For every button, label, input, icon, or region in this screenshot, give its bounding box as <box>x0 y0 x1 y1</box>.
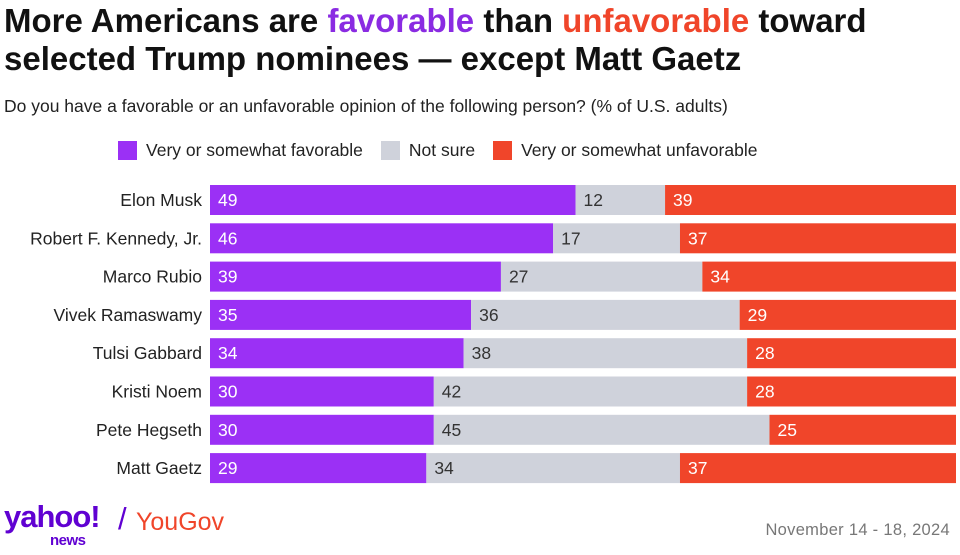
yahoo-news-yougov-logo: yahoo! news / YouGov <box>4 499 224 549</box>
value-label-unfavorable-pete-hegseth: 25 <box>778 420 797 440</box>
bar-favorable-elon-musk <box>210 185 576 215</box>
category-label-tulsi-gabbard: Tulsi Gabbard <box>93 343 202 363</box>
chart-subtitle: Do you have a favorable or an unfavorabl… <box>4 96 728 116</box>
title-part-3: toward selected Trump nominees — except … <box>4 2 867 77</box>
legend-item-favorable: Very or somewhat favorable <box>118 140 363 161</box>
value-label-unfavorable-robert-f-kennedy-jr: 37 <box>688 228 707 248</box>
bar-unfavorable-elon-musk <box>665 185 956 215</box>
title-unfavorable-word: unfavorable <box>562 2 750 39</box>
category-label-matt-gaetz: Matt Gaetz <box>116 458 202 478</box>
yahoo-wordmark: yahoo! <box>4 499 101 534</box>
value-label-favorable-tulsi-gabbard: 34 <box>218 343 238 363</box>
value-label-not-sure-matt-gaetz: 34 <box>434 458 454 478</box>
value-label-favorable-pete-hegseth: 30 <box>218 420 238 440</box>
value-label-not-sure-vivek-ramaswamy: 36 <box>479 305 498 325</box>
value-label-favorable-marco-rubio: 39 <box>218 267 237 287</box>
value-label-unfavorable-vivek-ramaswamy: 29 <box>748 305 767 325</box>
legend-item-not-sure: Not sure <box>380 140 476 161</box>
title-favorable-word: favorable <box>327 2 475 39</box>
legend-label-unfavorable: Very or somewhat unfavorable <box>521 140 758 160</box>
bar-unfavorable-robert-f-kennedy-jr <box>679 223 956 254</box>
value-label-favorable-matt-gaetz: 29 <box>218 458 237 478</box>
bar-unfavorable-matt-gaetz <box>679 453 956 484</box>
value-label-unfavorable-kristi-noem: 28 <box>755 382 774 402</box>
bar-not-sure-robert-f-kennedy-jr <box>553 223 680 254</box>
category-label-marco-rubio: Marco Rubio <box>103 267 202 287</box>
chart-title: More Americans are favorable than unfavo… <box>4 2 954 78</box>
yougov-wordmark: YouGov <box>136 508 225 536</box>
value-label-favorable-elon-musk: 49 <box>218 190 237 210</box>
value-label-unfavorable-tulsi-gabbard: 28 <box>755 343 774 363</box>
value-label-favorable-robert-f-kennedy-jr: 46 <box>218 228 237 248</box>
bar-not-sure-vivek-ramaswamy <box>471 299 740 330</box>
category-label-elon-musk: Elon Musk <box>120 190 202 210</box>
survey-date: November 14 - 18, 2024 <box>765 521 950 539</box>
legend-swatch-favorable <box>118 141 137 160</box>
bar-not-sure-kristi-noem <box>433 376 748 407</box>
category-label-pete-hegseth: Pete Hegseth <box>96 420 202 440</box>
legend-swatch-not-sure <box>380 141 400 160</box>
value-label-not-sure-kristi-noem: 42 <box>442 382 461 402</box>
value-label-not-sure-marco-rubio: 27 <box>509 267 528 287</box>
bar-favorable-kristi-noem <box>210 376 434 407</box>
bar-unfavorable-kristi-noem <box>747 376 956 407</box>
legend-label-favorable: Very or somewhat favorable <box>146 140 363 160</box>
value-label-not-sure-pete-hegseth: 45 <box>442 420 461 440</box>
bar-not-sure-matt-gaetz <box>426 453 680 484</box>
bar-favorable-robert-f-kennedy-jr <box>210 223 554 254</box>
bar-not-sure-pete-hegseth <box>433 414 770 445</box>
bar-favorable-tulsi-gabbard <box>210 338 464 369</box>
news-wordmark: news <box>50 532 86 549</box>
bar-unfavorable-pete-hegseth <box>769 414 956 445</box>
category-label-vivek-ramaswamy: Vivek Ramaswamy <box>54 305 203 325</box>
value-label-not-sure-tulsi-gabbard: 38 <box>472 343 491 363</box>
bar-favorable-marco-rubio <box>210 261 501 292</box>
bar-favorable-matt-gaetz <box>210 453 427 484</box>
logo-slash: / <box>118 501 127 536</box>
bar-not-sure-elon-musk <box>575 185 666 215</box>
title-part-2: than <box>474 2 563 39</box>
legend-item-unfavorable: Very or somewhat unfavorable <box>493 140 757 161</box>
chart-legend: Very or somewhat favorable Not sure Very… <box>118 140 775 161</box>
value-label-unfavorable-marco-rubio: 34 <box>710 267 730 287</box>
bar-favorable-pete-hegseth <box>210 414 434 445</box>
bar-not-sure-marco-rubio <box>500 261 703 292</box>
value-label-unfavorable-elon-musk: 39 <box>673 190 692 210</box>
value-label-not-sure-robert-f-kennedy-jr: 17 <box>561 228 580 248</box>
value-label-not-sure-elon-musk: 12 <box>584 190 603 210</box>
bar-unfavorable-marco-rubio <box>702 261 956 292</box>
title-part-1: More Americans are <box>4 2 328 39</box>
value-label-favorable-kristi-noem: 30 <box>218 382 238 402</box>
legend-swatch-unfavorable <box>493 141 513 160</box>
value-label-unfavorable-matt-gaetz: 37 <box>688 458 707 478</box>
value-label-favorable-vivek-ramaswamy: 35 <box>218 305 237 325</box>
bar-not-sure-tulsi-gabbard <box>463 338 748 369</box>
bar-unfavorable-vivek-ramaswamy <box>739 299 956 330</box>
bar-favorable-vivek-ramaswamy <box>210 299 472 330</box>
category-label-robert-f-kennedy-jr: Robert F. Kennedy, Jr. <box>30 228 202 248</box>
legend-label-not-sure: Not sure <box>408 140 476 160</box>
bar-unfavorable-tulsi-gabbard <box>747 338 956 369</box>
category-label-kristi-noem: Kristi Noem <box>112 382 202 402</box>
